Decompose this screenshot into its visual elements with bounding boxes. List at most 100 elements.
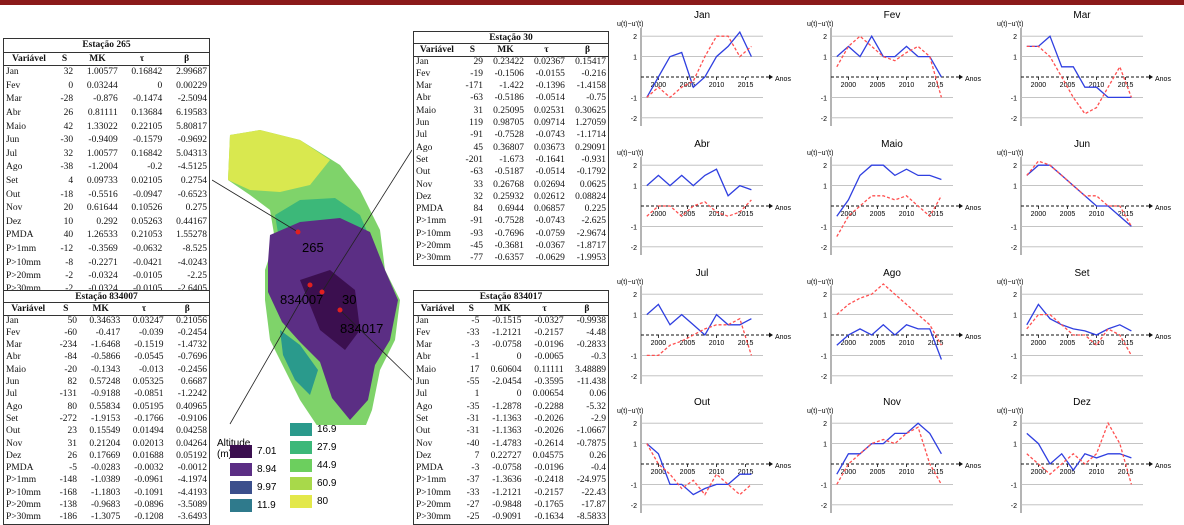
header-cell: MK [481,302,524,316]
cell: -0.0851 [134,389,164,400]
cell: Ago [416,401,433,412]
table-row: Set 4 0.09733 0.02105 0.2754 [4,174,210,188]
cell: 0.292 [96,216,118,227]
cell: -0.013 [139,364,164,375]
cell: 0.00229 [176,80,207,91]
cell: 0.16842 [131,148,163,159]
cell: P>20mm [6,500,41,511]
x-tick-label: 2005 [1060,211,1076,218]
cell: 0.05192 [176,450,207,461]
cell: Fev [6,327,21,338]
chart-title: Abr [694,139,710,150]
cell: -2.25 [187,271,207,282]
cell: -91 [470,130,483,141]
cell: -0.9848 [492,500,522,511]
cell: -93 [470,228,483,239]
cell: 0.02013 [132,438,164,449]
cell: Nov [416,438,433,449]
cell: -2 [54,283,75,297]
cell: 0 [157,80,163,91]
connector [339,309,412,381]
cell: 0.98705 [493,118,524,129]
chart-title: Maio [881,139,903,150]
cell: 0.04264 [176,438,207,449]
cell: 0.25932 [493,191,524,202]
cell: -0.3681 [494,241,524,252]
cell: -5 [471,315,480,326]
cell: 32 [473,191,483,202]
cell: 0.30625 [575,105,606,116]
cell: 0.01688 [132,450,164,461]
cell: Mar [6,94,22,105]
legend-item: 27.9 [290,441,336,454]
chart: Nov u(t)−u'(t) -2 -1 1 2 Anos 2000 2005 2010 2015 [807,397,981,513]
table-row: Jun -30 -0.9409 -0.1579 -0.9692 [4,134,210,148]
x-axis-label: Anos [1155,76,1171,83]
station-label: 834017 [340,321,383,336]
table-title: Estação 834017 [413,289,609,304]
chart-title: Dez [1073,397,1091,408]
cell: -0.0632 [132,243,163,254]
y-axis-label: u(t)−u'(t) [807,408,833,415]
cell: -27 [466,500,480,511]
y-axis-label: u(t)−u'(t) [617,150,643,157]
cell: -0.1091 [134,487,164,498]
x-tick-label: 2005 [680,340,696,347]
table-row: P>30mm -186 -1.3075 -0.1208 -3.6493 [4,512,210,524]
x-tick-label: 2015 [928,211,944,218]
cell: -0.4 [590,463,606,474]
legend-label: 44.9 [317,460,337,471]
cell: 0.26768 [493,179,524,190]
y-tick-label: 1 [633,55,637,62]
cell: Jul [6,148,18,159]
cell: 29 [473,56,483,67]
series-line [646,317,753,357]
cell: -0.9683 [90,500,121,511]
cell: Mar [6,340,22,351]
cell: -0.1641 [535,154,565,165]
table-row: Maio -20 -0.1343 -0.013 -0.2456 [4,364,210,376]
cell: -45 [470,241,483,252]
cell: P>30mm [4,283,54,297]
cell: 80 [67,401,78,412]
axis-arrow [769,332,773,338]
header-cell: Variável [3,51,54,67]
header-cell: β [566,43,609,57]
cell: -2.5094 [177,94,207,105]
cell: 0.40965 [176,401,207,412]
cell: Fev [416,327,431,338]
y-axis-label: u(t)−u'(t) [807,279,833,286]
cell: 0.03244 [86,80,118,91]
cell: -1.3075 [90,512,121,523]
table-row: Mar -3 -0.0758 -0.0196 -0.2833 [414,340,609,352]
cell: 0.23422 [493,56,524,67]
cell: -186 [59,512,77,523]
cell: -0.0155 [535,68,565,79]
cell: PMDA [416,204,444,215]
series-line [836,195,942,237]
y-tick-label: -2 [631,116,637,123]
y-tick-label: 1 [1013,442,1017,449]
cell: -18 [60,189,74,200]
cell: -55 [466,377,480,388]
cell: P>1mm [416,216,447,227]
region-high [228,130,330,192]
x-tick-label: 2010 [899,469,915,476]
cell: -0.3 [590,352,606,363]
cell: -1.4158 [576,81,606,92]
cell: 3.48889 [575,364,606,375]
cell: -0.2418 [534,475,564,486]
axis-arrow [1149,332,1153,338]
axis-arrow [1149,74,1153,80]
legend-item: 7.01 [230,445,276,458]
table-row: PMDA 40 1.26533 0.21053 1.55278 [4,229,210,243]
cell: 32 [63,148,74,159]
cell: 0.60604 [490,364,522,375]
cell: -2.0454 [492,377,522,388]
cell: -2.9674 [576,228,606,239]
y-tick-label: -1 [1011,224,1017,231]
cell: -2 [65,271,74,282]
axis-arrow [769,203,773,209]
table-row: P>1mm -148 -1.0389 -0.0961 -4.1974 [4,475,210,487]
cell: Dez [6,450,22,461]
